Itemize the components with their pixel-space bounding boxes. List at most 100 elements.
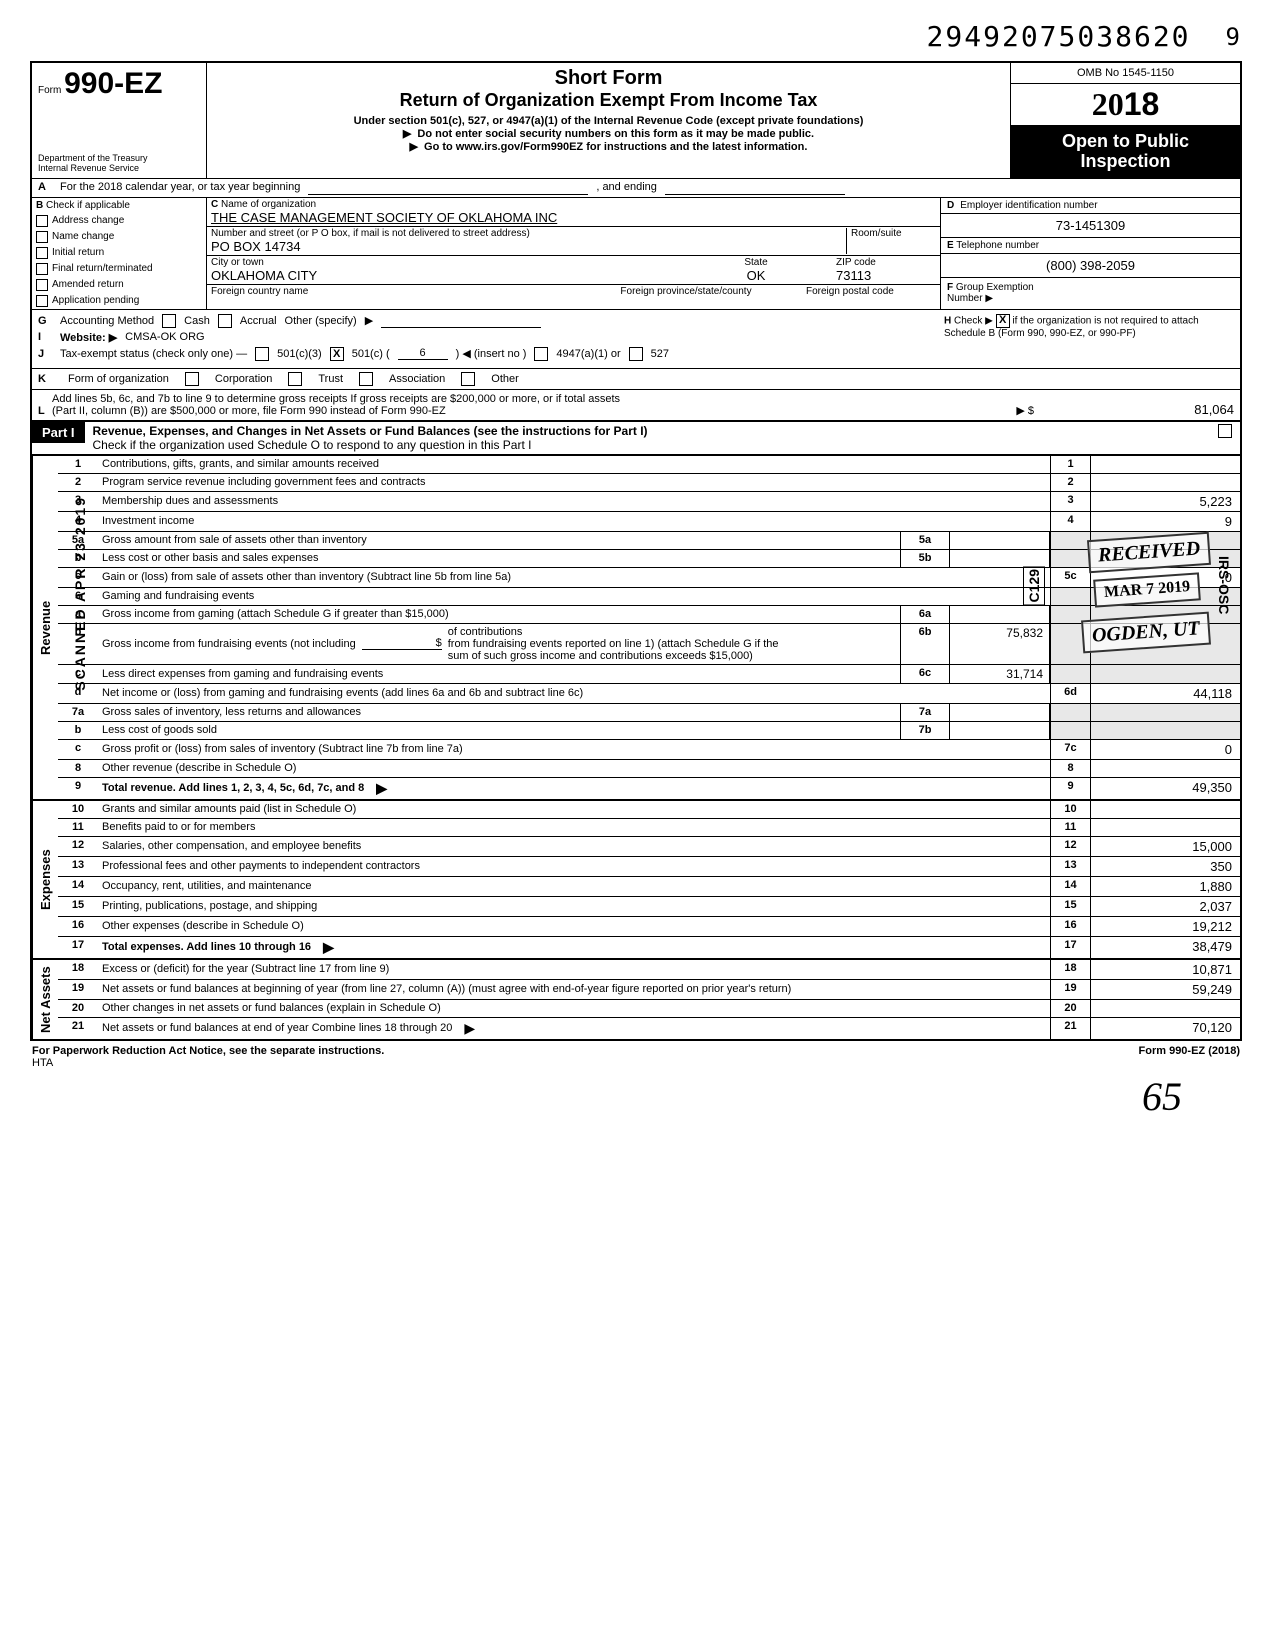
chk-name-change[interactable]: Name change: [32, 229, 206, 245]
ein: 73-1451309: [941, 214, 1240, 238]
form-number-big: 990-EZ: [64, 67, 162, 100]
title-short-form: Short Form: [217, 67, 1000, 90]
row-l: L Add lines 5b, 6c, and 7b to line 9 to …: [30, 390, 1242, 422]
chk-501c[interactable]: X: [330, 347, 344, 361]
chk-final-return[interactable]: Final return/terminated: [32, 261, 206, 277]
line-val: 0: [1090, 740, 1240, 759]
row-k: K Form of organization Corporation Trust…: [30, 369, 1242, 390]
row-a-text: For the 2018 calendar year, or tax year …: [60, 181, 300, 195]
line-code: 7c: [1050, 740, 1090, 759]
line-desc: Gain or (loss) from sale of assets other…: [98, 568, 1050, 587]
revenue-side-label: Revenue: [32, 456, 58, 799]
line-code: 20: [1050, 1000, 1090, 1017]
expenses-side-label: Expenses: [32, 801, 58, 958]
line-val: 44,118: [1090, 684, 1240, 703]
line-desc: Grants and similar amounts paid (list in…: [98, 801, 1050, 818]
chk-trust[interactable]: [288, 372, 302, 386]
line-desc: Less cost or other basis and sales expen…: [98, 550, 900, 567]
no-ssn: Do not enter social security numbers on …: [417, 128, 814, 140]
chk-schedule-b-not-required[interactable]: X: [996, 314, 1010, 328]
tax-year-end[interactable]: [665, 181, 845, 195]
line-code: 1: [1050, 456, 1090, 473]
line-code: 21: [1050, 1018, 1090, 1039]
revenue-table: Revenue RECEIVED MAR 7 2019 OGDEN, UT IR…: [30, 456, 1242, 801]
chk-501c3[interactable]: [255, 347, 269, 361]
part1-header: Part I Revenue, Expenses, and Changes in…: [30, 422, 1242, 456]
line-mid-code: 7b: [900, 722, 950, 739]
line-mid-code: 5b: [900, 550, 950, 567]
chk-initial-return[interactable]: Initial return: [32, 245, 206, 261]
row-ghij: G Accounting Method Cash Accrual Other (…: [30, 310, 1242, 369]
chk-527[interactable]: [629, 347, 643, 361]
line-row: cLess direct expenses from gaming and fu…: [58, 665, 1240, 684]
line-val: [1090, 819, 1240, 836]
line-desc: Benefits paid to or for members: [98, 819, 1050, 836]
line-num: 8: [58, 760, 98, 777]
line-val: [1090, 456, 1240, 473]
line-desc: Contributions, gifts, grants, and simila…: [98, 456, 1050, 473]
state-lbl: State: [744, 257, 767, 268]
telephone: (800) 398-2059: [941, 254, 1240, 278]
chk-4947[interactable]: [534, 347, 548, 361]
chk-address-change[interactable]: Address change: [32, 213, 206, 229]
line-num: 21: [58, 1018, 98, 1039]
line-code: [1050, 588, 1090, 605]
org-addr: PO BOX 14734: [211, 239, 301, 254]
line-num: 1: [58, 456, 98, 473]
line-code: 11: [1050, 819, 1090, 836]
line-val: 5,223: [1090, 492, 1240, 511]
line-mid-val: 75,832: [950, 624, 1050, 664]
chk-assoc[interactable]: [359, 372, 373, 386]
c-lbl: C: [211, 199, 218, 210]
line-desc: Gross amount from sale of assets other t…: [98, 532, 900, 549]
chk-application-pending[interactable]: Application pending: [32, 293, 206, 309]
chk-corp[interactable]: [185, 372, 199, 386]
footer: For Paperwork Reduction Act Notice, see …: [30, 1041, 1242, 1073]
line-row: cGain or (loss) from sale of assets othe…: [58, 568, 1240, 588]
accounting-other[interactable]: [381, 314, 541, 328]
line-val: 10,871: [1090, 960, 1240, 979]
col-b: B Check if applicable Address change Nam…: [32, 198, 207, 309]
line-num: 18: [58, 960, 98, 979]
col-c: C Name of organization THE CASE MANAGEME…: [207, 198, 940, 309]
line-val: 350: [1090, 857, 1240, 876]
line-desc: Salaries, other compensation, and employ…: [98, 837, 1050, 856]
line-row: 6Gaming and fundraising events: [58, 588, 1240, 606]
line-row: bGross income from fundraising events (n…: [58, 624, 1240, 665]
room-lbl: Room/suite: [846, 228, 936, 254]
line-val: [1090, 1000, 1240, 1017]
line-num: 17: [58, 937, 98, 958]
chk-amended-return[interactable]: Amended return: [32, 277, 206, 293]
line-num: b: [58, 722, 98, 739]
goto-row: ▶Go to www.irs.gov/Form990EZ for instruc…: [217, 140, 1000, 153]
chk-schedule-o[interactable]: [1218, 424, 1232, 438]
goto: Go to www.irs.gov/Form990EZ for instruct…: [424, 141, 807, 153]
line-val: 70,120: [1090, 1018, 1240, 1039]
chk-accrual[interactable]: [218, 314, 232, 328]
line-code: 5c: [1050, 568, 1090, 587]
line-val: 9: [1090, 512, 1240, 531]
chk-cash[interactable]: [162, 314, 176, 328]
line-desc: Net assets or fund balances at beginning…: [98, 980, 1050, 999]
open1: Open to Public: [1015, 132, 1236, 152]
line-row: 18Excess or (deficit) for the year (Subt…: [58, 960, 1240, 980]
website: CMSA-OK ORG: [125, 331, 204, 343]
city-lbl: City or town: [211, 257, 264, 268]
line-row: 9Total revenue. Add lines 1, 2, 3, 4, 5c…: [58, 778, 1240, 799]
form-prefix: Form: [38, 85, 61, 96]
line-row: 13Professional fees and other payments t…: [58, 857, 1240, 877]
dept2: Internal Revenue Service: [38, 164, 200, 174]
line-code: 10: [1050, 801, 1090, 818]
line-row: 4Investment income49: [58, 512, 1240, 532]
line-desc: Printing, publications, postage, and shi…: [98, 897, 1050, 916]
line-code: 4: [1050, 512, 1090, 531]
tax-year-begin[interactable]: [308, 181, 588, 195]
e-lbl: E: [947, 240, 954, 251]
chk-other-org[interactable]: [461, 372, 475, 386]
line-mid-val: [950, 606, 1050, 623]
line-val: [1090, 801, 1240, 818]
line-row: aGross income from gaming (attach Schedu…: [58, 606, 1240, 624]
line-row: 20Other changes in net assets or fund ba…: [58, 1000, 1240, 1018]
line-mid-code: 6c: [900, 665, 950, 683]
line-row: 19Net assets or fund balances at beginni…: [58, 980, 1240, 1000]
